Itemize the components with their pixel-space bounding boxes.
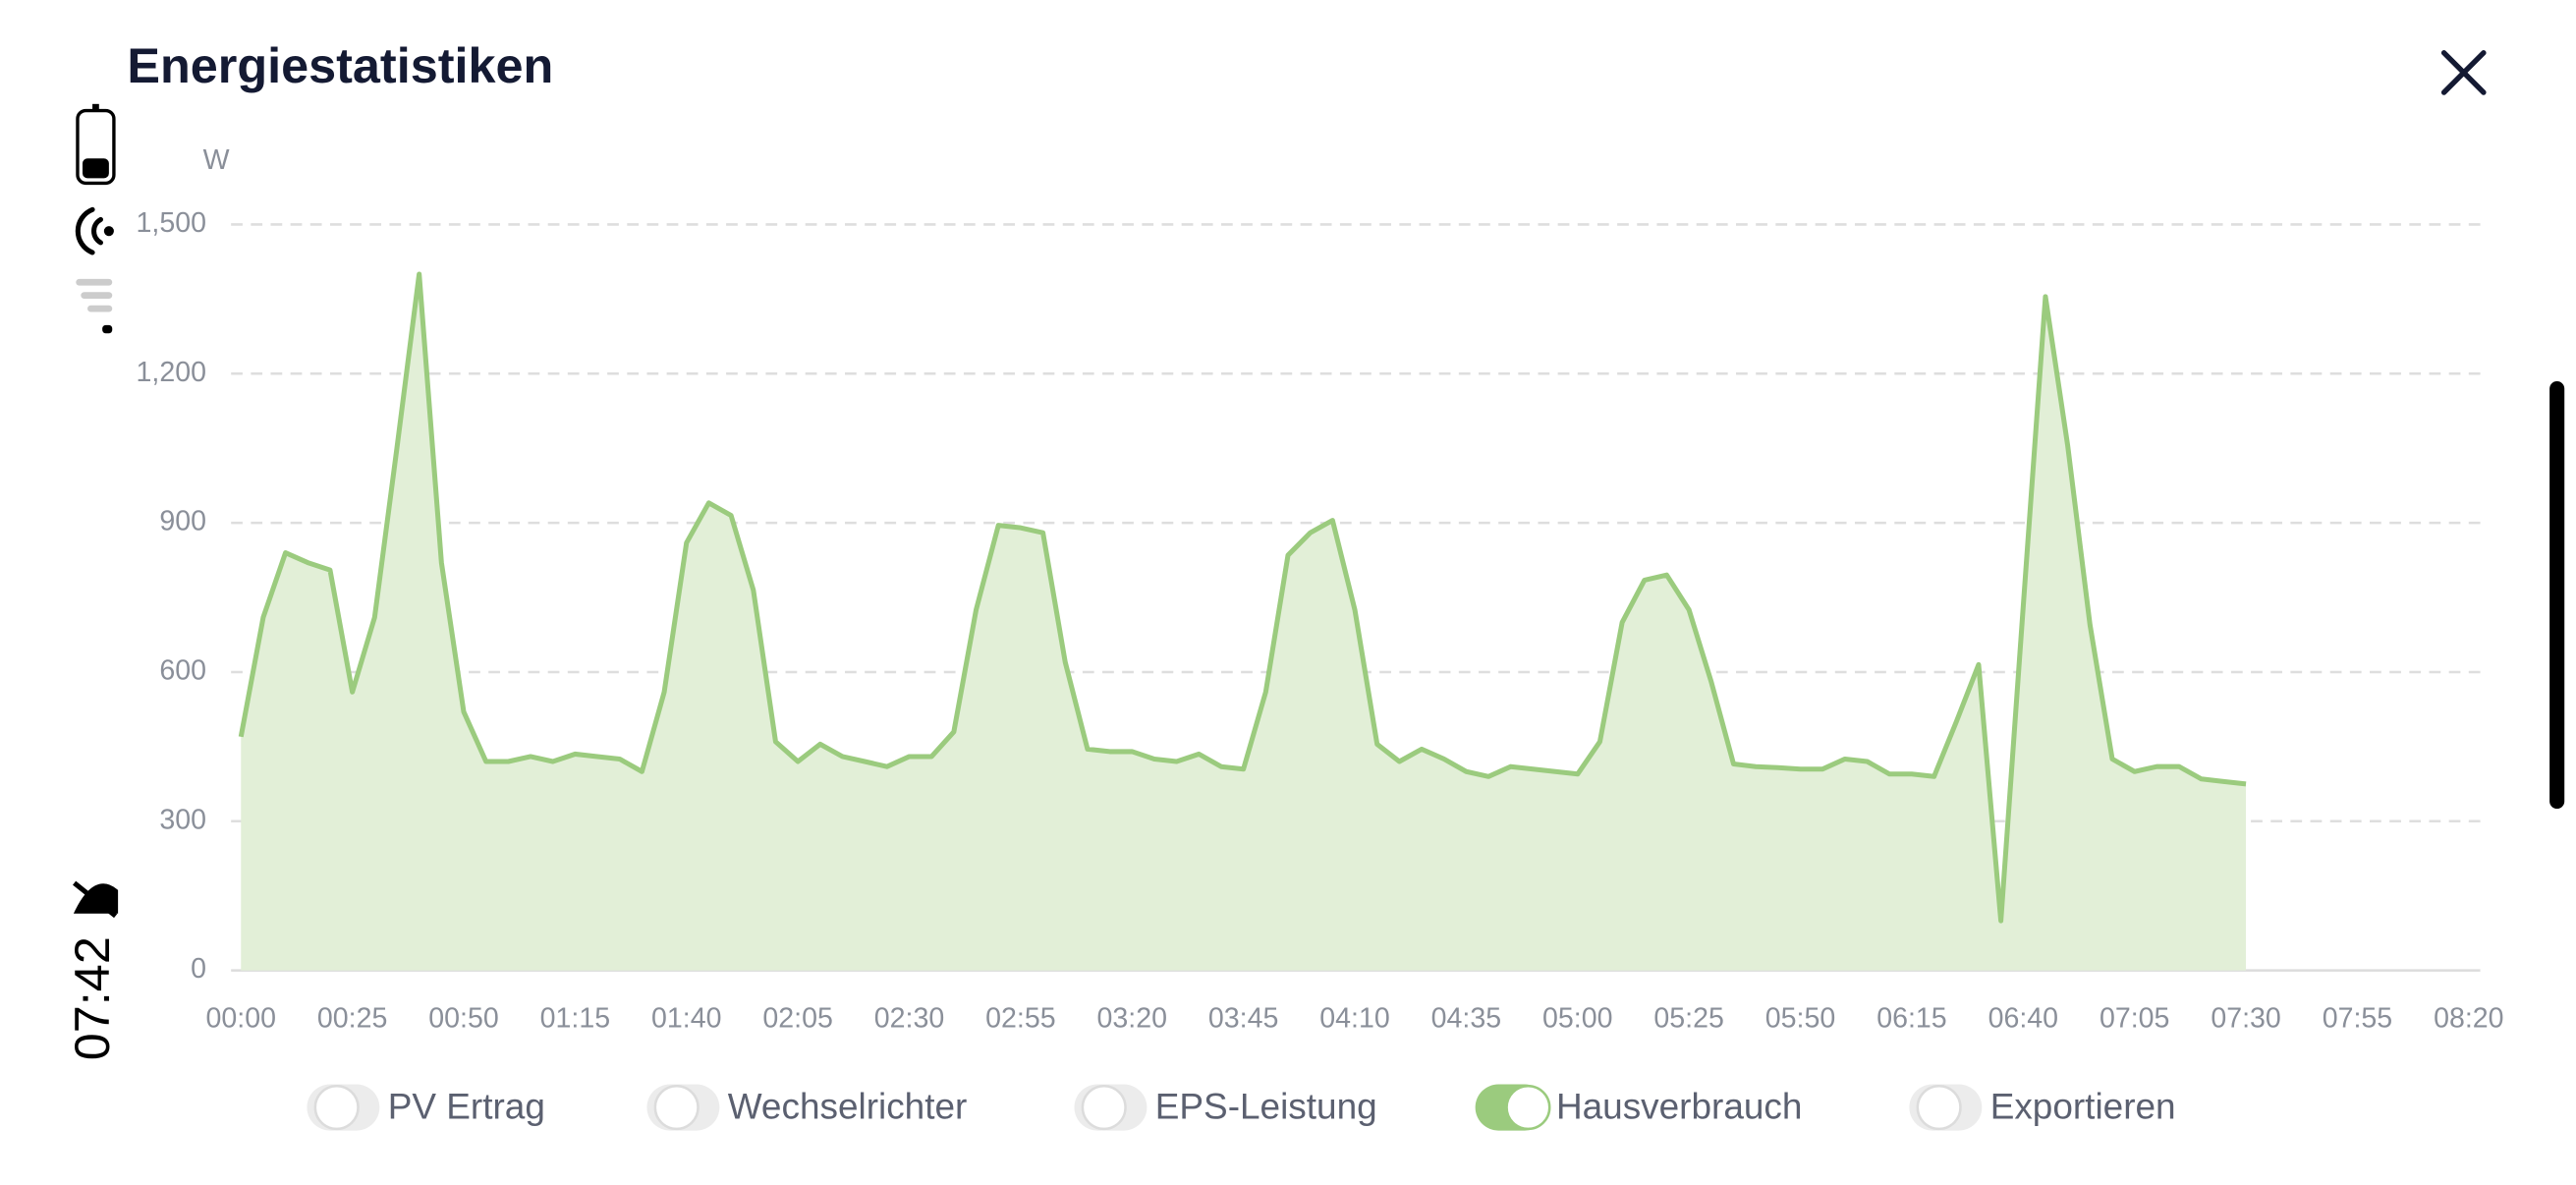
y-tick-label: 600: [159, 655, 206, 687]
battery-level: [83, 158, 109, 179]
toggle-knob: [1505, 1084, 1551, 1131]
toggle-knob: [313, 1084, 360, 1131]
legend-label: Hausverbrauch: [1556, 1087, 1802, 1127]
close-button[interactable]: [2440, 50, 2487, 95]
y-tick-label: 1,500: [137, 207, 206, 239]
x-tick-label: 07:55: [2323, 1003, 2392, 1035]
signal-icon: [76, 278, 113, 334]
clock: 07:42: [64, 936, 120, 1060]
toggle-knob: [1916, 1084, 1962, 1131]
toggle-knob: [1081, 1084, 1127, 1131]
close-icon: [2440, 50, 2487, 95]
area-fill: [241, 273, 2247, 971]
x-tick-label: 06:15: [1876, 1003, 1946, 1035]
legend-label: Wechselrichter: [728, 1087, 968, 1127]
legend-toggle[interactable]: Wechselrichter: [646, 1084, 968, 1131]
x-tick-label: 05:25: [1653, 1003, 1723, 1035]
x-tick-label: 00:00: [206, 1003, 276, 1035]
x-tick-label: 03:20: [1097, 1003, 1167, 1035]
legend-label: Exportieren: [1990, 1087, 2176, 1127]
x-tick-label: 06:40: [1988, 1003, 2058, 1035]
y-tick-label: 1,200: [137, 357, 206, 388]
scrollbar[interactable]: [2549, 381, 2565, 810]
x-tick-label: 04:10: [1319, 1003, 1389, 1035]
legend-toggle[interactable]: EPS-Leistung: [1074, 1084, 1377, 1131]
y-tick-label: 900: [159, 506, 206, 537]
silent-icon: [73, 880, 119, 919]
wifi-icon: [75, 206, 103, 255]
y-tick-label: 0: [191, 953, 206, 985]
battery-tip: [92, 103, 99, 111]
legend-toggle[interactable]: Exportieren: [1909, 1084, 2176, 1131]
y-unit: W: [203, 144, 230, 176]
legend-toggle[interactable]: Hausverbrauch: [1475, 1084, 1803, 1131]
x-tick-label: 04:35: [1431, 1003, 1501, 1035]
x-tick-label: 07:05: [2100, 1003, 2169, 1035]
status-bar: 07:42: [64, 103, 120, 1060]
title: Energiestatistiken: [127, 37, 553, 93]
y-tick-label: 300: [159, 804, 206, 835]
legend-toggle[interactable]: PV Ertrag: [307, 1084, 545, 1131]
wifi-dot: [103, 226, 114, 237]
x-tick-label: 05:50: [1765, 1003, 1835, 1035]
x-tick-label: 01:15: [540, 1003, 610, 1035]
x-tick-label: 08:20: [2434, 1003, 2503, 1035]
x-tick-label: 01:40: [651, 1003, 721, 1035]
line: [238, 271, 2247, 924]
toggle-knob: [653, 1084, 700, 1131]
x-tick-label: 02:30: [874, 1003, 944, 1035]
x-tick-label: 02:55: [985, 1003, 1055, 1035]
x-tick-label: 00:50: [428, 1003, 498, 1035]
x-tick-label: 07:30: [2211, 1003, 2280, 1035]
x-tick-label: 00:25: [317, 1003, 387, 1035]
x-tick-label: 05:00: [1542, 1003, 1612, 1035]
x-tick-label: 03:45: [1208, 1003, 1278, 1035]
x-tick-label: 02:05: [762, 1003, 832, 1035]
legend-label: PV Ertrag: [388, 1087, 545, 1127]
legend-label: EPS-Leistung: [1155, 1087, 1377, 1127]
